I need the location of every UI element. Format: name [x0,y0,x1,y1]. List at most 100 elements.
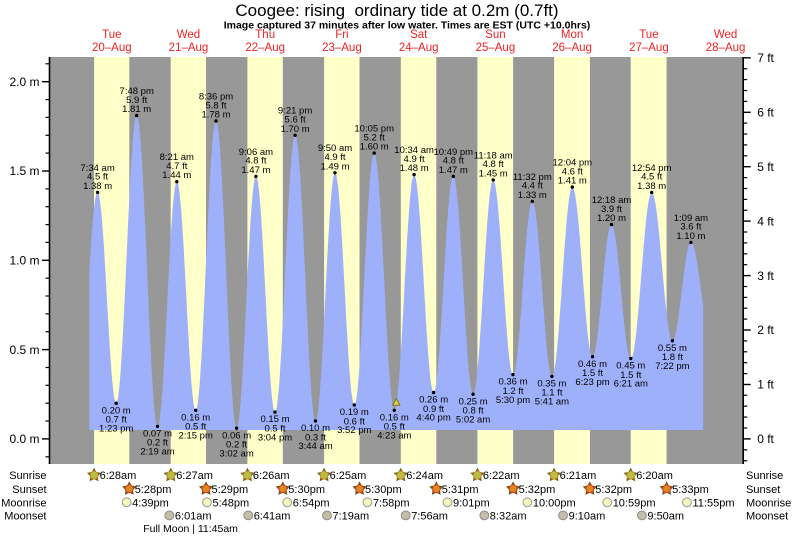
svg-text:Mon: Mon [561,29,583,41]
svg-text:0.20 m: 0.20 m [102,405,131,416]
svg-text:0.16 m: 0.16 m [181,412,210,423]
svg-text:0.10 m: 0.10 m [301,423,330,434]
svg-text:1:09 am: 1:09 am [674,213,708,224]
svg-text:10:59pm: 10:59pm [613,497,656,509]
svg-text:1.2 ft: 1.2 ft [502,386,523,397]
svg-text:5.2 ft: 5.2 ft [364,132,385,143]
svg-text:0.7 ft: 0.7 ft [106,415,127,426]
svg-text:10:49 pm: 10:49 pm [433,147,473,158]
svg-text:6 ft: 6 ft [757,106,774,120]
svg-text:6:26am: 6:26am [253,470,290,482]
svg-text:9:50 am: 9:50 am [318,143,352,154]
svg-text:3:04 pm: 3:04 pm [258,432,292,443]
svg-text:1.5 ft: 1.5 ft [620,370,641,381]
svg-text:7 ft: 7 ft [757,51,774,65]
svg-text:6:24am: 6:24am [406,470,443,482]
svg-text:Sunrise: Sunrise [9,470,46,482]
svg-text:12:54 pm: 12:54 pm [632,163,672,174]
svg-text:5.9 ft: 5.9 ft [126,95,147,106]
svg-text:0.2 ft: 0.2 ft [226,440,247,451]
svg-text:4:40 pm: 4:40 pm [416,413,450,424]
svg-text:1.33 m: 1.33 m [518,190,547,201]
svg-text:10:05 pm: 10:05 pm [354,124,394,135]
svg-text:Fri: Fri [335,29,348,41]
svg-text:5:28pm: 5:28pm [135,484,172,496]
svg-text:Tue: Tue [102,29,121,41]
svg-text:1 ft: 1 ft [757,378,774,392]
svg-text:6:21 am: 6:21 am [614,379,648,390]
svg-text:1.47 m: 1.47 m [241,165,270,176]
svg-text:0.6 ft: 0.6 ft [344,416,365,427]
svg-text:10:34 am: 10:34 am [394,145,434,156]
svg-text:5:32pm: 5:32pm [519,484,556,496]
svg-text:Image captured 37 minutes afte: Image captured 37 minutes after low wate… [224,20,591,32]
svg-text:8:36 pm: 8:36 pm [199,91,233,102]
svg-text:3:52 pm: 3:52 pm [337,425,371,436]
svg-text:1.8 ft: 1.8 ft [662,352,683,363]
svg-text:0.8 ft: 0.8 ft [463,406,484,417]
svg-text:6:28am: 6:28am [100,470,137,482]
svg-text:10:00pm: 10:00pm [533,497,576,509]
svg-text:2:19 am: 2:19 am [140,447,174,458]
svg-text:6:23 pm: 6:23 pm [575,377,609,388]
svg-text:4.5 ft: 4.5 ft [87,172,108,183]
svg-text:21–Aug: 21–Aug [169,42,209,54]
svg-text:2.0 m: 2.0 m [9,75,39,89]
svg-text:25–Aug: 25–Aug [476,42,516,54]
svg-text:0.26 m: 0.26 m [419,395,448,406]
svg-text:1.81 m: 1.81 m [122,104,151,115]
svg-text:Sat: Sat [410,29,428,41]
svg-text:9:06 am: 9:06 am [239,147,273,158]
svg-text:4:39pm: 4:39pm [132,497,169,509]
svg-text:Sunrise: Sunrise [746,470,783,482]
svg-text:11:32 pm: 11:32 pm [513,172,552,183]
svg-text:0.5 ft: 0.5 ft [384,422,405,433]
svg-text:Full Moon | 11:45am: Full Moon | 11:45am [143,523,238,535]
svg-text:0.5 ft: 0.5 ft [185,422,206,433]
svg-text:1.60 m: 1.60 m [360,142,389,153]
svg-text:1:23 pm: 1:23 pm [99,423,133,434]
svg-text:0 ft: 0 ft [757,432,774,446]
svg-text:5:33pm: 5:33pm [672,484,709,496]
svg-text:6:41am: 6:41am [254,510,291,522]
svg-text:6:21am: 6:21am [560,470,597,482]
svg-text:0.36 m: 0.36 m [498,377,527,388]
svg-text:3:02 am: 3:02 am [219,448,253,459]
svg-text:9:01pm: 9:01pm [453,497,490,509]
svg-text:0.5 ft: 0.5 ft [264,423,285,434]
svg-text:5:41 am: 5:41 am [535,397,569,408]
svg-text:9:10am: 9:10am [569,510,606,522]
svg-text:1.48 m: 1.48 m [400,163,429,174]
svg-text:1.49 m: 1.49 m [320,161,349,172]
svg-text:0.35 m: 0.35 m [537,379,566,390]
svg-text:0.55 m: 0.55 m [658,343,687,354]
svg-text:0.9 ft: 0.9 ft [423,404,444,415]
svg-text:1.70 m: 1.70 m [281,124,310,135]
svg-text:26–Aug: 26–Aug [552,42,592,54]
svg-text:4.9 ft: 4.9 ft [324,152,345,163]
svg-text:9:50am: 9:50am [647,510,684,522]
svg-text:1.1 ft: 1.1 ft [541,388,562,399]
svg-text:1.5 ft: 1.5 ft [582,368,603,379]
svg-text:7:58pm: 7:58pm [373,497,410,509]
svg-text:Wed: Wed [177,29,200,41]
svg-text:1.45 m: 1.45 m [479,168,508,179]
svg-text:23–Aug: 23–Aug [322,42,362,54]
svg-text:7:34 am: 7:34 am [80,163,114,174]
svg-text:Tue: Tue [639,29,658,41]
svg-text:7:56am: 7:56am [411,510,448,522]
svg-text:0.46 m: 0.46 m [578,359,607,370]
svg-text:0.45 m: 0.45 m [616,361,645,372]
svg-text:3.6 ft: 3.6 ft [680,222,701,233]
svg-text:20–Aug: 20–Aug [92,42,132,54]
svg-text:1.78 m: 1.78 m [201,110,230,121]
svg-text:2:15 pm: 2:15 pm [179,431,213,442]
svg-text:5.8 ft: 5.8 ft [205,100,226,111]
svg-text:1.44 m: 1.44 m [162,170,191,181]
svg-text:6:22am: 6:22am [483,470,520,482]
svg-text:5:29pm: 5:29pm [212,484,249,496]
svg-text:6:01am: 6:01am [175,510,212,522]
svg-text:0.3 ft: 0.3 ft [305,432,326,443]
svg-text:Moonrise: Moonrise [746,497,791,509]
svg-text:1.38 m: 1.38 m [83,181,112,192]
